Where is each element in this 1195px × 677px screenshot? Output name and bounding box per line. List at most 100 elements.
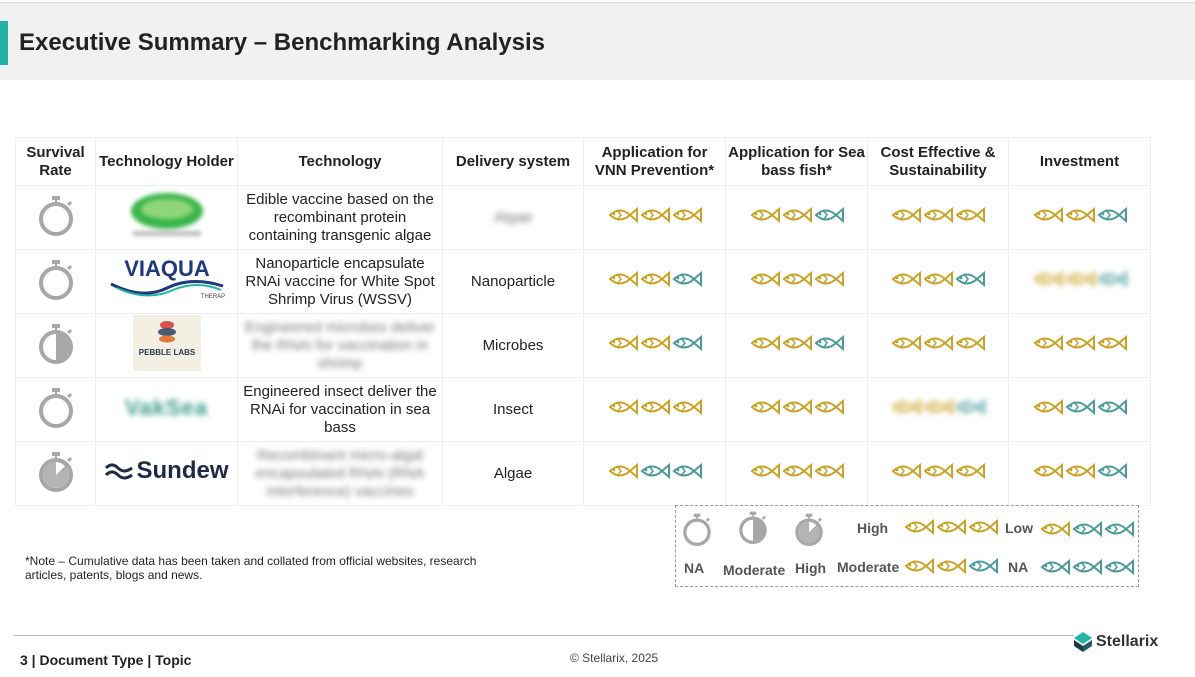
table-row: VakSea Engineered insect deliver the RNA… [15,377,1151,442]
stopwatch-na-icon [680,512,714,551]
fish-rating [904,516,998,538]
vnn-cell [583,313,726,378]
fish-icon [782,206,812,224]
viaqua-logo: VIAQUA THERAP [103,256,231,302]
fish-rating [608,396,702,418]
fish-icon [750,334,780,352]
cost-cell [867,441,1009,506]
fish-icon [904,557,934,575]
fish-icon [640,334,670,352]
fish-icon [891,270,921,288]
table-header-row: Survival Rate Technology Holder Technolo… [15,137,1151,186]
stellarix-brand-text: Stellarix [1096,633,1159,650]
fish-rating [891,268,985,290]
fish-rating [891,396,985,418]
fish-icon [608,398,638,416]
fish-icon [1040,520,1070,538]
fish-rating [891,460,985,482]
seabass-cell [725,441,868,506]
sundew-logo: Sundew [104,457,229,484]
fish-icon [923,334,953,352]
legend-fish-na-label: NA [1008,559,1029,575]
fish-icon [640,206,670,224]
stopwatch-na-icon [35,194,77,241]
fish-rating [1033,204,1127,226]
investment-cell [1008,441,1151,506]
fish-icon [1065,206,1095,224]
fish-icon [782,334,812,352]
fish-rating [891,204,985,226]
delivery-cell: Microbes [442,313,584,378]
holder-cell: VIAQUA THERAP [95,249,238,314]
fish-rating [904,555,998,577]
stopwatch-high-icon [792,512,826,551]
fish-icon [608,206,638,224]
fish-icon [672,462,702,480]
survival-cell [15,185,96,250]
fish-icon [923,206,953,224]
fish-icon [955,462,985,480]
cost-cell [867,313,1009,378]
fish-icon [1097,334,1127,352]
fish-rating [750,460,844,482]
fish-icon [782,398,812,416]
technology-cell: Engineered insect deliver the RNAi for v… [237,377,443,442]
fish-rating [750,396,844,418]
delivery-cell: Insect [442,377,584,442]
fish-icon [672,206,702,224]
header-vnn-prevention: Application for VNN Prevention* [583,137,726,186]
seabass-cell [725,313,868,378]
fish-icon [750,270,780,288]
fish-icon [1033,334,1063,352]
delivery-cell: Algae [442,185,584,250]
fish-icon [891,334,921,352]
legend-fish-high-label: High [857,520,889,536]
viaqua-logo-text: VIAQUA [124,256,210,281]
fish-icon [814,270,844,288]
fish-icon [782,462,812,480]
header-investment: Investment [1008,137,1151,186]
legend-label-moderate: Moderate [723,562,786,578]
footer-divider [14,635,1074,636]
stellarix-mark-icon [1074,632,1092,652]
fish-icon [891,462,921,480]
fish-icon [1065,334,1095,352]
legend-label-high: High [795,560,827,576]
vaksea-logo: VakSea [124,395,209,420]
sundew-logo-text: Sundew [136,457,229,484]
fish-rating [750,204,844,226]
fish-icon [1033,398,1063,416]
table-row: Sundew Recombinant micro-algal encapsula… [15,441,1151,506]
cost-cell [867,377,1009,442]
legend-label-na: NA [684,560,705,576]
table-row: PEBBLE LABS Engineered microbes deliver … [15,313,1151,378]
fish-icon [1097,462,1127,480]
fish-rating [608,460,702,482]
seabass-cell [725,377,868,442]
stopwatch-na-icon [35,386,77,433]
fish-icon [936,557,966,575]
header-technology-holder: Technology Holder [95,137,238,186]
seabass-cell [725,185,868,250]
fish-rating [1033,396,1127,418]
fish-icon [640,398,670,416]
fish-icon [1065,398,1095,416]
technology-holder-logo [127,189,207,241]
fish-rating [608,268,702,290]
fish-icon [1072,520,1102,538]
fish-icon [904,518,934,536]
fish-icon [1033,206,1063,224]
delivery-cell: Nanoparticle [442,249,584,314]
fish-rating [1033,460,1127,482]
footnote: *Note – Cumulative data has been taken a… [25,554,477,582]
legend-box: NA Moderate High High Low Moderate NA [675,505,1139,587]
vaksea-logo-text: VakSea [124,395,209,420]
fish-icon [891,398,921,416]
fish-rating [891,332,985,354]
fish-rating [750,332,844,354]
fish-icon [1104,558,1134,576]
technology-cell: Edible vaccine based on the recombinant … [237,185,443,250]
investment-cell [1008,313,1151,378]
stopwatch-moderate-icon [736,510,770,549]
legend-fish-moderate-label: Moderate [837,559,900,575]
